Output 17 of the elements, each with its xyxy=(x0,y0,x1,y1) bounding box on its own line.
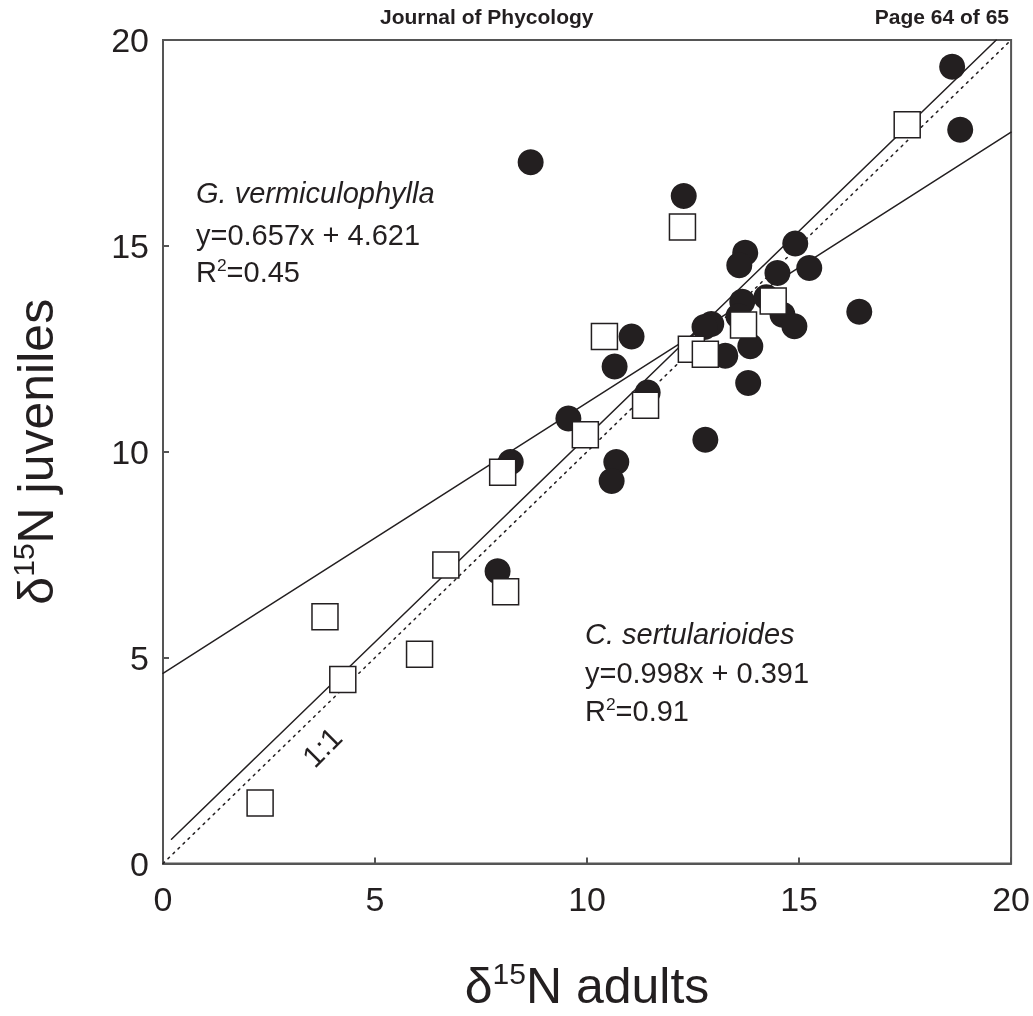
annotation: y=0.998x + 0.391 xyxy=(585,656,810,689)
text: Page 64 of 65 xyxy=(874,5,1010,28)
x-tick-label: 20 xyxy=(992,879,1030,918)
y-tick-label: 10 xyxy=(111,432,149,471)
y-tick-label: 0 xyxy=(130,844,149,883)
annotation: y=0.657x + 4.621 xyxy=(196,218,421,251)
x-tick-label: 5 xyxy=(365,879,385,918)
y-tick-label: 5 xyxy=(130,638,149,677)
x-tick-label: 15 xyxy=(780,879,818,918)
y-tick-label: 20 xyxy=(111,21,149,59)
annotation: 1:1 xyxy=(295,720,349,774)
y-tick-label: 15 xyxy=(111,226,149,265)
x-tick-label: 10 xyxy=(568,879,606,918)
y-axis-title: δ15N juveniles xyxy=(6,298,64,605)
text: Journal of Phycology xyxy=(380,5,594,28)
annotation: C. sertularioides xyxy=(585,617,795,650)
annotation: G. vermiculophylla xyxy=(196,176,435,209)
